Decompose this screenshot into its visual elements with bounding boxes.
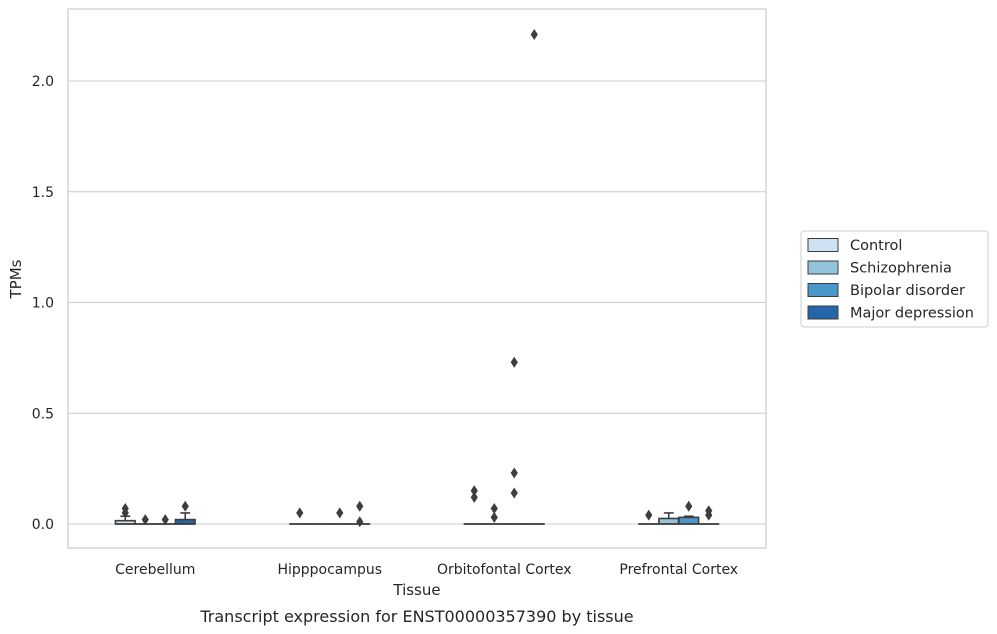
box-major-depression bbox=[523, 28, 545, 525]
y-axis-label: TPMs bbox=[7, 259, 25, 299]
legend-label: Bipolar disorder bbox=[850, 283, 965, 299]
box-control bbox=[114, 502, 136, 525]
outlier-point bbox=[356, 516, 364, 528]
outlier-point bbox=[336, 507, 344, 519]
y-tick-label: 1.5 bbox=[32, 185, 54, 201]
outlier-point bbox=[510, 487, 518, 499]
outlier-point bbox=[645, 509, 653, 521]
plot-background bbox=[68, 9, 766, 548]
x-tick-label: Prefrontal Cortex bbox=[619, 562, 738, 578]
box-bipolar-disorder bbox=[678, 500, 700, 525]
box-major-depression bbox=[174, 500, 196, 525]
box-major-depression bbox=[349, 500, 371, 528]
legend-label: Major depression bbox=[850, 306, 974, 322]
legend-swatch bbox=[807, 305, 839, 320]
x-tick-label: Cerebellum bbox=[115, 562, 195, 578]
outlier-point bbox=[296, 507, 304, 519]
x-axis-label: Tissue bbox=[392, 581, 440, 599]
box-plots bbox=[114, 28, 720, 528]
y-tick-label: 0.0 bbox=[32, 517, 54, 533]
box-bipolar-disorder bbox=[503, 356, 525, 525]
outlier-point bbox=[490, 511, 498, 523]
outlier-point bbox=[510, 467, 518, 479]
outlier-point bbox=[705, 509, 713, 521]
y-tick-label: 1.0 bbox=[32, 296, 54, 312]
legend-label: Schizophrenia bbox=[850, 261, 952, 277]
legend-frame bbox=[800, 230, 989, 328]
box bbox=[678, 516, 700, 525]
legend-label: Control bbox=[850, 238, 902, 254]
box-bipolar-disorder bbox=[154, 514, 176, 526]
outlier-point bbox=[141, 514, 149, 526]
chart-caption: Transcript expression for ENST0000035739… bbox=[199, 607, 633, 626]
outlier-point bbox=[356, 500, 364, 512]
outlier-point bbox=[470, 491, 478, 503]
legend-swatch bbox=[807, 260, 839, 275]
legend-swatch bbox=[807, 283, 839, 297]
x-tick-label: Orbitofontal Cortex bbox=[437, 562, 572, 578]
plot-frame bbox=[67, 8, 767, 549]
legend-swatch bbox=[807, 238, 839, 252]
box bbox=[658, 517, 680, 525]
outlier-point bbox=[510, 356, 518, 368]
y-tick-labels: 0.0 0.5 1.0 1.5 2.0 bbox=[32, 74, 54, 533]
outlier-point bbox=[530, 28, 538, 40]
box-schizophrenia bbox=[483, 502, 505, 525]
y-tick-label: 0.5 bbox=[32, 406, 54, 422]
outlier-point bbox=[685, 500, 693, 512]
x-tick-labels: Cerebellum Hipppocampus Orbitofontal Corte… bbox=[115, 562, 738, 578]
outlier-point bbox=[161, 514, 169, 526]
legend: Control Schizophrenia Bipolar disorder Majo… bbox=[800, 230, 989, 328]
outlier-point bbox=[490, 502, 498, 514]
y-tick-label: 2.0 bbox=[32, 74, 54, 90]
outlier-point bbox=[121, 507, 129, 519]
x-tick-label: Hipppocampus bbox=[277, 562, 382, 578]
outlier-point bbox=[181, 500, 189, 512]
box-major-depression bbox=[698, 505, 720, 525]
outlier-point bbox=[470, 485, 478, 497]
